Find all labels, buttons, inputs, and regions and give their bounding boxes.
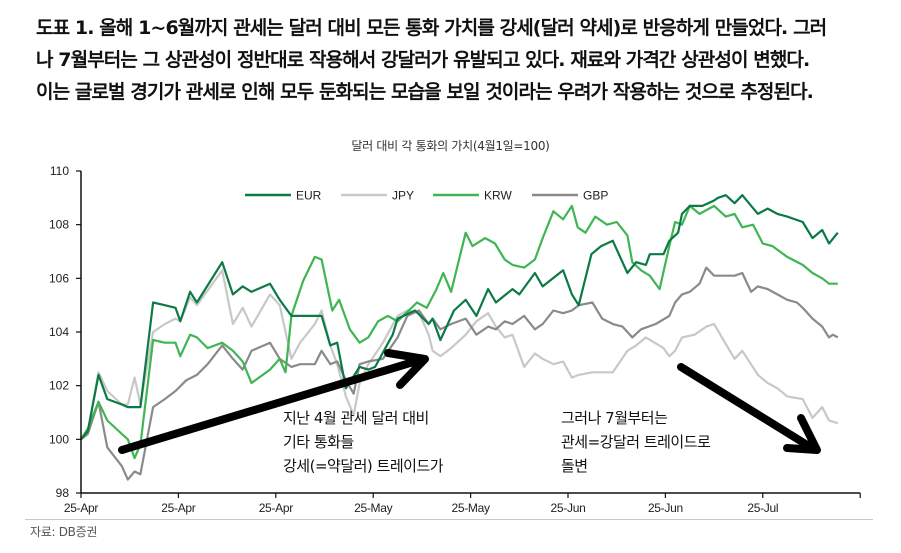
series-line-gbp (80, 266, 839, 481)
headline: 도표 1. 올해 1~6월까지 관세는 달러 대비 모든 통화 가치를 강세(달… (36, 12, 896, 108)
headline-line-2: 나 7월부터는 그 상관성이 정반대로 작용해서 강달러가 유발되고 있다. 재… (36, 49, 810, 71)
annotation-right: 그러나 7월부터는 관세=강달러 트레이드로 돌변 (561, 406, 711, 478)
y-tick-label: 106 (49, 271, 69, 285)
y-tick-label: 102 (49, 379, 69, 393)
axes: 98 100 102 104 106 108 110 25-Apr 25-Apr 25-Apr 25… (49, 164, 861, 515)
x-tick-label: 25-May (354, 501, 393, 515)
annotation-left-line-1: 지난 4월 관세 달러 대비 (283, 409, 429, 427)
annotation-left: 지난 4월 관세 달러 대비 기타 통화들 강세(=약달러) 트레이드가 (283, 406, 444, 478)
series-line-eur (80, 194, 839, 441)
annotation-right-line-2: 관세=강달러 트레이드로 (561, 433, 711, 451)
legend: EUR JPY KRW GBP (245, 189, 608, 203)
headline-line-1: 도표 1. 올해 1~6월까지 관세는 달러 대비 모든 통화 가치를 강세(달… (36, 17, 827, 39)
annotation-left-line-3: 강세(=약달러) 트레이드가 (283, 457, 444, 475)
bottom-divider (25, 519, 873, 520)
x-tick-label: 25-Apr (64, 501, 99, 515)
x-tick-label: 25-May (451, 501, 490, 515)
y-tick-label: 110 (50, 164, 69, 178)
y-tick-label: 108 (49, 218, 69, 232)
arrow-down-icon (677, 363, 816, 452)
legend-label-jpy: JPY (392, 189, 414, 203)
legend-label-eur: EUR (296, 189, 322, 203)
x-tick-label: 25-Jun (648, 501, 683, 515)
source-note: 자료: DB증권 (30, 525, 98, 539)
x-tick-label: 25-Jun (551, 501, 586, 515)
y-tick-label: 100 (49, 432, 69, 446)
legend-label-krw: KRW (484, 189, 512, 203)
y-tick-label: 104 (49, 325, 69, 339)
x-tick-label: 25-Jul (747, 501, 778, 515)
x-tick-label: 25-Apr (161, 501, 196, 515)
headline-line-3: 이는 글로벌 경기가 관세로 인해 모두 둔화되는 모습을 보일 것이라는 우려… (36, 81, 814, 103)
annotation-left-line-2: 기타 통화들 (283, 433, 354, 451)
legend-label-gbp: GBP (583, 189, 608, 203)
y-tick-label: 98 (56, 486, 70, 500)
annotation-right-line-1: 그러나 7월부터는 (561, 409, 668, 427)
series-layer (80, 194, 839, 481)
series-line-jpy (80, 269, 839, 441)
arrow-up-icon (118, 356, 424, 454)
arrow-down-head-icon (783, 414, 821, 454)
chart-title: 달러 대비 각 통화의 가치(4월1일=100) (351, 139, 550, 153)
arrow-up-head-icon (384, 349, 429, 389)
annotation-right-line-3: 돌변 (561, 457, 588, 475)
x-tick-label: 25-Apr (259, 501, 294, 515)
series-line-krw (80, 204, 838, 460)
annotation-arrows (118, 349, 821, 454)
